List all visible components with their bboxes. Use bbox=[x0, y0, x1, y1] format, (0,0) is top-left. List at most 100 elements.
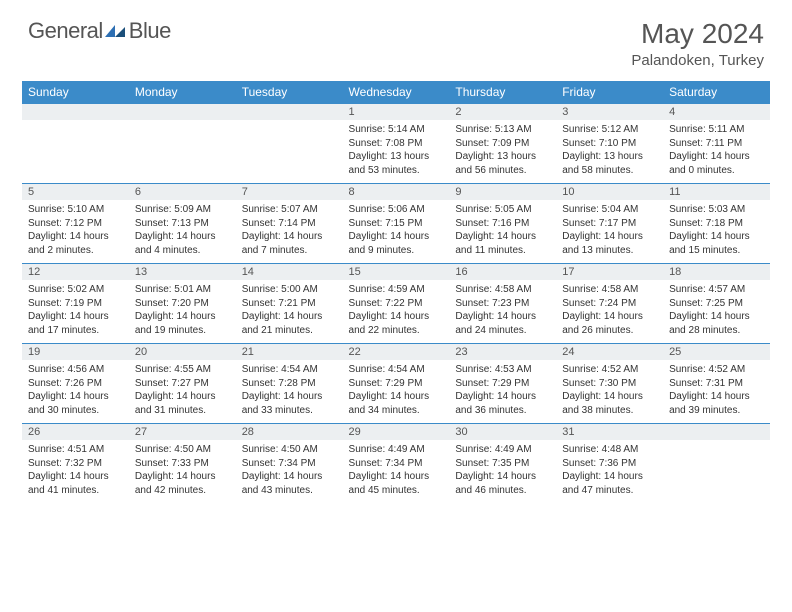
day-number: 12 bbox=[22, 264, 129, 280]
day-cell-26: 26Sunrise: 4:51 AMSunset: 7:32 PMDayligh… bbox=[22, 424, 129, 504]
weekday-saturday: Saturday bbox=[663, 81, 770, 104]
day-number: 7 bbox=[236, 184, 343, 200]
day-body: Sunrise: 4:53 AMSunset: 7:29 PMDaylight:… bbox=[449, 360, 556, 423]
day-number: 20 bbox=[129, 344, 236, 360]
week-row: 26Sunrise: 4:51 AMSunset: 7:32 PMDayligh… bbox=[22, 424, 770, 504]
day-number: 14 bbox=[236, 264, 343, 280]
week-row: 12Sunrise: 5:02 AMSunset: 7:19 PMDayligh… bbox=[22, 264, 770, 344]
day-cell-13: 13Sunrise: 5:01 AMSunset: 7:20 PMDayligh… bbox=[129, 264, 236, 344]
day-body: Sunrise: 5:07 AMSunset: 7:14 PMDaylight:… bbox=[236, 200, 343, 263]
day-cell-15: 15Sunrise: 4:59 AMSunset: 7:22 PMDayligh… bbox=[343, 264, 450, 344]
weekday-header-row: SundayMondayTuesdayWednesdayThursdayFrid… bbox=[22, 81, 770, 104]
day-body: Sunrise: 5:11 AMSunset: 7:11 PMDaylight:… bbox=[663, 120, 770, 183]
day-cell-24: 24Sunrise: 4:52 AMSunset: 7:30 PMDayligh… bbox=[556, 344, 663, 424]
day-cell-11: 11Sunrise: 5:03 AMSunset: 7:18 PMDayligh… bbox=[663, 184, 770, 264]
day-number: 31 bbox=[556, 424, 663, 440]
day-body: Sunrise: 4:54 AMSunset: 7:28 PMDaylight:… bbox=[236, 360, 343, 423]
day-body: Sunrise: 5:02 AMSunset: 7:19 PMDaylight:… bbox=[22, 280, 129, 343]
logo-text-1: General bbox=[28, 18, 103, 44]
day-cell-23: 23Sunrise: 4:53 AMSunset: 7:29 PMDayligh… bbox=[449, 344, 556, 424]
day-number: 25 bbox=[663, 344, 770, 360]
day-cell-empty bbox=[236, 104, 343, 184]
location: Palandoken, Turkey bbox=[631, 52, 764, 69]
day-number: 8 bbox=[343, 184, 450, 200]
day-cell-8: 8Sunrise: 5:06 AMSunset: 7:15 PMDaylight… bbox=[343, 184, 450, 264]
day-cell-empty bbox=[129, 104, 236, 184]
day-number: 22 bbox=[343, 344, 450, 360]
day-number: 11 bbox=[663, 184, 770, 200]
day-number: 26 bbox=[22, 424, 129, 440]
day-cell-29: 29Sunrise: 4:49 AMSunset: 7:34 PMDayligh… bbox=[343, 424, 450, 504]
day-body: Sunrise: 4:57 AMSunset: 7:25 PMDaylight:… bbox=[663, 280, 770, 343]
day-body: Sunrise: 4:54 AMSunset: 7:29 PMDaylight:… bbox=[343, 360, 450, 423]
day-number: 4 bbox=[663, 104, 770, 120]
day-number: 29 bbox=[343, 424, 450, 440]
day-number: 18 bbox=[663, 264, 770, 280]
week-row: 19Sunrise: 4:56 AMSunset: 7:26 PMDayligh… bbox=[22, 344, 770, 424]
day-number: 21 bbox=[236, 344, 343, 360]
day-cell-10: 10Sunrise: 5:04 AMSunset: 7:17 PMDayligh… bbox=[556, 184, 663, 264]
day-number: 19 bbox=[22, 344, 129, 360]
day-cell-18: 18Sunrise: 4:57 AMSunset: 7:25 PMDayligh… bbox=[663, 264, 770, 344]
day-number: 30 bbox=[449, 424, 556, 440]
day-cell-14: 14Sunrise: 5:00 AMSunset: 7:21 PMDayligh… bbox=[236, 264, 343, 344]
week-row: 5Sunrise: 5:10 AMSunset: 7:12 PMDaylight… bbox=[22, 184, 770, 264]
day-cell-28: 28Sunrise: 4:50 AMSunset: 7:34 PMDayligh… bbox=[236, 424, 343, 504]
day-cell-19: 19Sunrise: 4:56 AMSunset: 7:26 PMDayligh… bbox=[22, 344, 129, 424]
day-body: Sunrise: 4:55 AMSunset: 7:27 PMDaylight:… bbox=[129, 360, 236, 423]
day-cell-27: 27Sunrise: 4:50 AMSunset: 7:33 PMDayligh… bbox=[129, 424, 236, 504]
day-number: 6 bbox=[129, 184, 236, 200]
day-body: Sunrise: 4:52 AMSunset: 7:30 PMDaylight:… bbox=[556, 360, 663, 423]
day-body: Sunrise: 5:04 AMSunset: 7:17 PMDaylight:… bbox=[556, 200, 663, 263]
day-body: Sunrise: 4:59 AMSunset: 7:22 PMDaylight:… bbox=[343, 280, 450, 343]
day-cell-31: 31Sunrise: 4:48 AMSunset: 7:36 PMDayligh… bbox=[556, 424, 663, 504]
day-number: 24 bbox=[556, 344, 663, 360]
day-cell-1: 1Sunrise: 5:14 AMSunset: 7:08 PMDaylight… bbox=[343, 104, 450, 184]
day-body: Sunrise: 5:14 AMSunset: 7:08 PMDaylight:… bbox=[343, 120, 450, 183]
day-body: Sunrise: 4:49 AMSunset: 7:34 PMDaylight:… bbox=[343, 440, 450, 503]
weekday-sunday: Sunday bbox=[22, 81, 129, 104]
day-body: Sunrise: 5:06 AMSunset: 7:15 PMDaylight:… bbox=[343, 200, 450, 263]
day-body: Sunrise: 5:09 AMSunset: 7:13 PMDaylight:… bbox=[129, 200, 236, 263]
day-number: 10 bbox=[556, 184, 663, 200]
day-body: Sunrise: 4:56 AMSunset: 7:26 PMDaylight:… bbox=[22, 360, 129, 423]
day-body: Sunrise: 5:10 AMSunset: 7:12 PMDaylight:… bbox=[22, 200, 129, 263]
day-body: Sunrise: 4:58 AMSunset: 7:23 PMDaylight:… bbox=[449, 280, 556, 343]
day-number: 3 bbox=[556, 104, 663, 120]
day-number: 16 bbox=[449, 264, 556, 280]
title-block: May 2024 Palandoken, Turkey bbox=[631, 18, 764, 69]
day-cell-4: 4Sunrise: 5:11 AMSunset: 7:11 PMDaylight… bbox=[663, 104, 770, 184]
calendar-table: SundayMondayTuesdayWednesdayThursdayFrid… bbox=[22, 81, 770, 503]
day-cell-21: 21Sunrise: 4:54 AMSunset: 7:28 PMDayligh… bbox=[236, 344, 343, 424]
day-body: Sunrise: 5:00 AMSunset: 7:21 PMDaylight:… bbox=[236, 280, 343, 343]
logo: General Blue bbox=[28, 18, 171, 44]
day-body: Sunrise: 5:03 AMSunset: 7:18 PMDaylight:… bbox=[663, 200, 770, 263]
day-cell-12: 12Sunrise: 5:02 AMSunset: 7:19 PMDayligh… bbox=[22, 264, 129, 344]
day-cell-empty bbox=[663, 424, 770, 504]
day-number: 27 bbox=[129, 424, 236, 440]
day-body: Sunrise: 4:49 AMSunset: 7:35 PMDaylight:… bbox=[449, 440, 556, 503]
weekday-thursday: Thursday bbox=[449, 81, 556, 104]
day-body: Sunrise: 4:52 AMSunset: 7:31 PMDaylight:… bbox=[663, 360, 770, 423]
logo-text-2: Blue bbox=[129, 18, 171, 44]
calendar-body: 1Sunrise: 5:14 AMSunset: 7:08 PMDaylight… bbox=[22, 104, 770, 504]
day-cell-17: 17Sunrise: 4:58 AMSunset: 7:24 PMDayligh… bbox=[556, 264, 663, 344]
day-cell-3: 3Sunrise: 5:12 AMSunset: 7:10 PMDaylight… bbox=[556, 104, 663, 184]
day-cell-7: 7Sunrise: 5:07 AMSunset: 7:14 PMDaylight… bbox=[236, 184, 343, 264]
day-cell-16: 16Sunrise: 4:58 AMSunset: 7:23 PMDayligh… bbox=[449, 264, 556, 344]
day-cell-6: 6Sunrise: 5:09 AMSunset: 7:13 PMDaylight… bbox=[129, 184, 236, 264]
day-body: Sunrise: 5:12 AMSunset: 7:10 PMDaylight:… bbox=[556, 120, 663, 183]
weekday-friday: Friday bbox=[556, 81, 663, 104]
day-body: Sunrise: 5:13 AMSunset: 7:09 PMDaylight:… bbox=[449, 120, 556, 183]
day-body: Sunrise: 4:50 AMSunset: 7:33 PMDaylight:… bbox=[129, 440, 236, 503]
day-body: Sunrise: 5:05 AMSunset: 7:16 PMDaylight:… bbox=[449, 200, 556, 263]
day-cell-20: 20Sunrise: 4:55 AMSunset: 7:27 PMDayligh… bbox=[129, 344, 236, 424]
day-number: 5 bbox=[22, 184, 129, 200]
day-cell-2: 2Sunrise: 5:13 AMSunset: 7:09 PMDaylight… bbox=[449, 104, 556, 184]
day-cell-30: 30Sunrise: 4:49 AMSunset: 7:35 PMDayligh… bbox=[449, 424, 556, 504]
flag-icon bbox=[105, 23, 127, 39]
week-row: 1Sunrise: 5:14 AMSunset: 7:08 PMDaylight… bbox=[22, 104, 770, 184]
day-cell-5: 5Sunrise: 5:10 AMSunset: 7:12 PMDaylight… bbox=[22, 184, 129, 264]
header: General Blue May 2024 Palandoken, Turkey bbox=[0, 0, 792, 75]
day-cell-9: 9Sunrise: 5:05 AMSunset: 7:16 PMDaylight… bbox=[449, 184, 556, 264]
